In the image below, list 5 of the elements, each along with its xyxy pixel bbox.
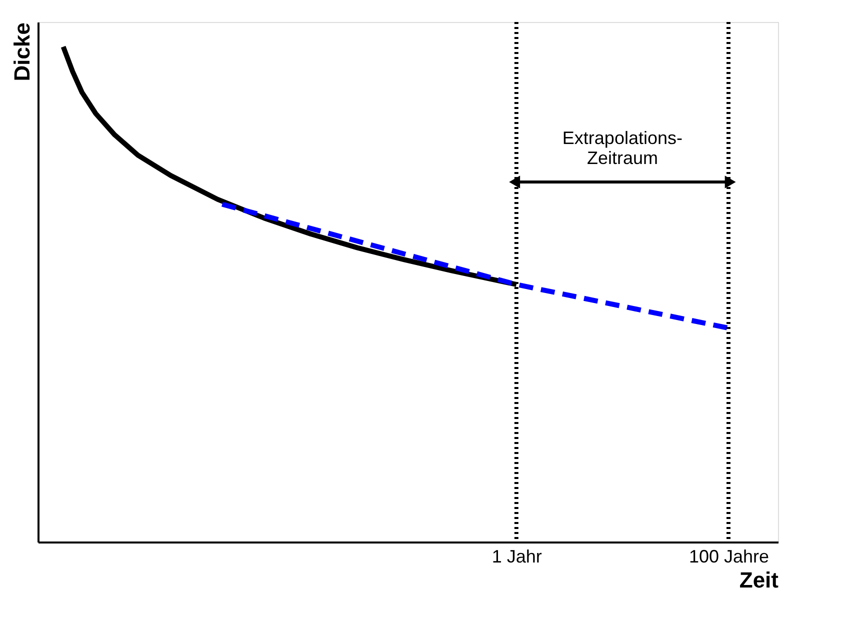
annotation: Extrapolations- Zeitraum	[562, 128, 682, 168]
y-axis-title: Dicke	[10, 22, 34, 82]
x-tick-label: 100 Jahre	[688, 546, 770, 566]
x-tick-label: 1 Jahr	[492, 546, 542, 566]
x-axis-title: Zeit	[739, 568, 780, 592]
